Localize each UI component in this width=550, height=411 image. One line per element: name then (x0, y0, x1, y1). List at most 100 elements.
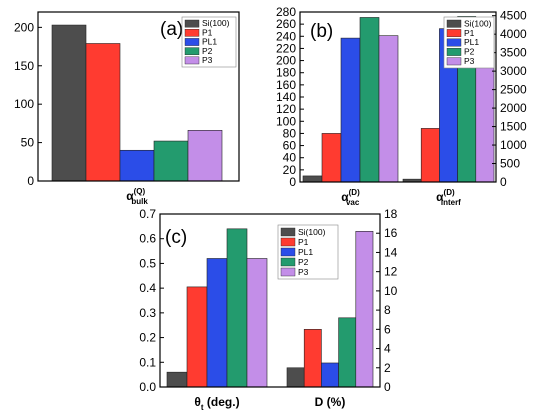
right-tick-label: 2000 (500, 101, 527, 115)
legend-swatch (446, 57, 462, 66)
left-tick-label: 220 (276, 41, 296, 55)
left-tick-label: 80 (283, 126, 297, 140)
bar-p3-1 (378, 35, 399, 183)
left-tick-label: 160 (276, 78, 296, 92)
right-tick-label: 12 (384, 265, 398, 279)
bar-si100-1 (51, 24, 87, 182)
bar-si100-2 (286, 367, 305, 388)
bar-si100-1 (166, 371, 188, 388)
chart-panel-2: 0204060801001201401601802002202402602800… (276, 5, 527, 207)
legend-swatch (280, 237, 296, 247)
category-label-1: θt (deg.) (194, 395, 239, 411)
category-label-1: α(Q) bulk (126, 187, 148, 206)
legend-label: P1 (202, 27, 213, 37)
bar-pl1-1 (119, 149, 155, 182)
legend-swatch (280, 257, 296, 267)
right-tick-label: 0 (384, 380, 391, 394)
right-tick-label: 18 (384, 207, 398, 221)
legend-label: P3 (202, 55, 213, 65)
legend-label: PL1 (298, 247, 313, 257)
plot-frame (37, 11, 240, 182)
panel-label: (b) (310, 21, 333, 42)
category-label-2: D (%) (315, 395, 346, 409)
left-tick-label: 260 (276, 17, 296, 31)
bar-pl1-1 (340, 37, 361, 183)
left-tick-label: 150 (14, 59, 34, 73)
legend-swatch (184, 56, 200, 65)
right-tick-label: 14 (384, 245, 398, 259)
category-label-2: α(D) interf (436, 188, 461, 207)
legend-swatch (184, 29, 200, 37)
right-tick-label: 16 (384, 226, 398, 240)
left-tick-label: 200 (14, 20, 34, 34)
right-tick-label: 2500 (500, 83, 527, 97)
legend-label: Si(100) (464, 18, 492, 28)
plot-frame (159, 213, 381, 388)
left-tick-label: 0.3 (139, 306, 156, 320)
legend-label: PL1 (464, 37, 479, 47)
right-tick-label: 2 (384, 361, 391, 375)
legend-label: Si(100) (298, 227, 326, 237)
right-tick-label: 4 (384, 342, 391, 356)
legend-swatch (446, 19, 462, 28)
left-tick-label: 0.5 (139, 256, 156, 270)
bar-p2-1 (153, 140, 189, 182)
legend-swatch (446, 48, 462, 56)
bar-p2-2 (338, 317, 357, 388)
right-tick-label: 10 (384, 284, 398, 298)
bar-p1-1 (85, 43, 121, 182)
bar-p1-1 (321, 133, 342, 183)
panel-label: (c) (165, 227, 187, 248)
legend-swatch (184, 19, 200, 28)
left-tick-label: 280 (276, 5, 296, 19)
right-tick-label: 0 (500, 175, 507, 189)
bar-p1-2 (420, 128, 440, 183)
left-tick-label: 240 (276, 29, 296, 43)
left-tick-label: 120 (276, 102, 296, 116)
bar-p3-1 (246, 258, 268, 388)
right-tick-label: 3000 (500, 64, 527, 78)
left-tick-label: 100 (14, 97, 34, 111)
legend-label: P1 (298, 237, 309, 247)
right-tick-label: 4000 (500, 27, 527, 41)
legend-swatch (184, 38, 200, 46)
legend-label: P2 (464, 47, 475, 57)
legend-label: PL1 (202, 37, 217, 47)
bar-pl1-1 (206, 258, 228, 388)
left-tick-label: 180 (276, 66, 296, 80)
left-tick-label: 0 (27, 174, 34, 188)
right-tick-label: 6 (384, 322, 391, 336)
left-tick-label: 0.6 (139, 232, 156, 246)
right-tick-label: 8 (384, 303, 391, 317)
left-tick-label: 20 (283, 163, 297, 177)
bar-p3-1 (187, 130, 223, 182)
bar-p2-1 (359, 17, 380, 183)
bar-p1-1 (186, 286, 208, 388)
bar-p3-2 (355, 231, 374, 388)
left-tick-label: 0.4 (139, 281, 156, 295)
bar-p1-2 (303, 329, 322, 388)
left-tick-label: 0.7 (139, 207, 156, 221)
right-tick-label: 500 (500, 157, 520, 171)
bar-p2-1 (226, 228, 248, 388)
left-tick-label: 140 (276, 90, 296, 104)
legend-label: P1 (464, 28, 475, 38)
legend-swatch (184, 47, 200, 55)
bar-si100-1 (302, 175, 323, 183)
right-tick-label: 1500 (500, 120, 527, 134)
panel-label: (a) (160, 19, 183, 40)
bar-pl1-2 (321, 362, 339, 388)
chart-panel-3: 0.0 0.1 0.2 0.3 0.4 0.5 0.6 0.7 0 2 4 6 8 10 12 14 16 18 θ… (139, 207, 397, 411)
right-tick-label: 4500 (500, 9, 527, 23)
left-tick-label: 50 (21, 136, 35, 150)
legend-label: Si(100) (202, 18, 230, 28)
left-tick-label: 60 (283, 139, 297, 153)
legend-swatch (280, 267, 296, 277)
right-tick-label: 1000 (500, 138, 527, 152)
legend-swatch (446, 38, 462, 47)
